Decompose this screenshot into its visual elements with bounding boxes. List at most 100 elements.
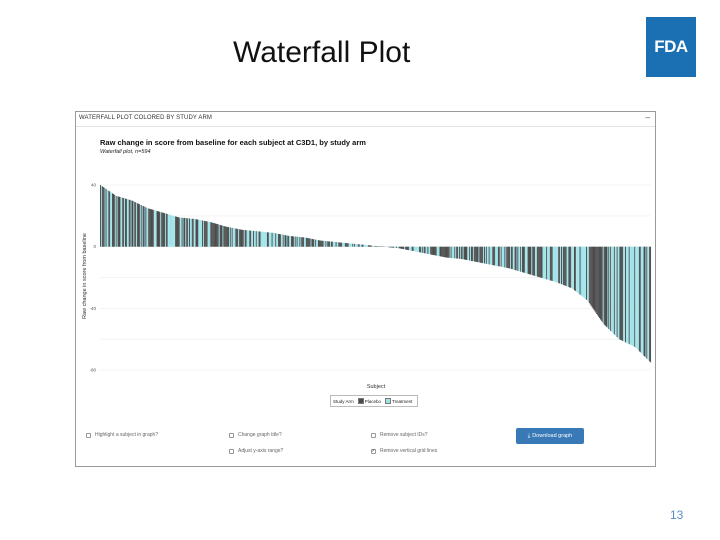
bar-placebo (214, 223, 216, 247)
x-axis-label: Subject (367, 384, 386, 390)
bar-placebo (474, 246, 476, 262)
bar-treatment (167, 214, 169, 247)
bar-treatment (531, 246, 533, 275)
bar-treatment (121, 197, 123, 247)
checkbox[interactable] (86, 432, 91, 438)
bar-placebo (319, 240, 321, 247)
bar-placebo (318, 240, 320, 247)
bar-treatment (586, 246, 588, 301)
bar-treatment (298, 236, 300, 247)
checkbox[interactable] (229, 448, 234, 454)
bar-treatment (413, 246, 415, 252)
bar-treatment (257, 231, 259, 247)
bar-treatment (222, 225, 224, 247)
bar-treatment (169, 214, 171, 247)
bar-treatment (397, 246, 399, 249)
bar-treatment (495, 246, 497, 266)
bar-treatment (543, 246, 545, 279)
bar-treatment (458, 246, 460, 259)
bar-treatment (627, 246, 629, 344)
bar-placebo (288, 235, 290, 247)
bar-treatment (633, 246, 635, 347)
bar-placebo (539, 246, 541, 278)
option-adjust-y-axis-range[interactable]: Adjust y-axis range? (229, 448, 283, 454)
bar-treatment (277, 233, 279, 247)
bar-placebo (158, 211, 160, 247)
bar-placebo (461, 246, 463, 260)
bar-placebo (442, 246, 444, 257)
bar-placebo (650, 246, 652, 363)
bar-treatment (110, 192, 112, 247)
option-change-graph-title[interactable]: Change graph title? (229, 432, 282, 438)
bar-treatment (576, 246, 578, 293)
bar-placebo (435, 246, 437, 256)
bar-treatment (209, 221, 211, 247)
bar-placebo (313, 239, 315, 247)
option-remove-vertical-gridlines[interactable]: ✓ Remove vertical grid lines (371, 448, 437, 454)
bar-placebo (463, 246, 465, 260)
bar-placebo (113, 194, 115, 247)
bar-placebo (390, 246, 392, 248)
bar-treatment (519, 246, 521, 272)
bar-placebo (115, 195, 117, 247)
bar-placebo (134, 201, 136, 247)
checkbox-checked[interactable]: ✓ (371, 447, 376, 454)
bar-placebo (603, 246, 605, 325)
bar-treatment (104, 188, 106, 247)
bar-treatment (554, 246, 556, 282)
bar-treatment (355, 244, 357, 247)
legend-label-placebo: Placebo (364, 398, 382, 404)
bar-placebo (596, 246, 598, 314)
bar-placebo (340, 242, 342, 247)
bar-treatment (535, 246, 537, 277)
download-graph-button[interactable]: ⤓ Download graph (516, 428, 584, 444)
bar-placebo (522, 246, 524, 273)
bar-treatment (189, 218, 191, 247)
bar-placebo (454, 246, 456, 259)
bar-placebo (242, 229, 244, 247)
bar-placebo (606, 246, 608, 328)
bar-placebo (591, 246, 593, 308)
option-label: Remove subject IDs? (380, 432, 428, 438)
bar-treatment (487, 246, 489, 265)
bar-placebo (117, 196, 119, 247)
collapse-button[interactable]: – (645, 113, 650, 122)
bar-treatment (317, 239, 319, 247)
bar-placebo (520, 246, 522, 272)
chart-subtitle: Waterfall plot, n=594 (100, 149, 151, 155)
bar-placebo (446, 246, 447, 258)
bar-placebo (621, 246, 623, 341)
bar-treatment (353, 243, 355, 247)
bar-placebo (504, 246, 506, 268)
bar-treatment (326, 241, 328, 247)
bar-treatment (100, 185, 102, 247)
bar-treatment (248, 230, 250, 247)
bar-placebo (430, 246, 432, 255)
checkbox[interactable] (371, 432, 376, 438)
bar-treatment (295, 236, 297, 247)
checkbox[interactable] (229, 432, 234, 438)
bar-treatment (415, 246, 417, 252)
bar-placebo (210, 222, 212, 247)
option-highlight-subject[interactable]: Highlight a subject in graph? (86, 432, 158, 438)
bar-placebo (362, 244, 364, 247)
bar-treatment (172, 215, 174, 247)
bar-treatment (561, 246, 563, 285)
bar-placebo (622, 246, 624, 341)
bar-treatment (130, 200, 132, 247)
bar-treatment (342, 242, 344, 247)
bar-treatment (484, 246, 486, 264)
bar-treatment (512, 246, 514, 270)
bar-placebo (346, 243, 348, 247)
bar-treatment (323, 240, 325, 247)
option-remove-subject-ids[interactable]: Remove subject IDs? (371, 432, 428, 438)
bar-placebo (597, 246, 599, 316)
bar-placebo (163, 212, 165, 247)
bar-placebo (444, 246, 446, 258)
bar-treatment (343, 242, 345, 247)
bar-treatment (111, 192, 113, 247)
bar-placebo (138, 204, 140, 247)
bar-placebo (358, 244, 360, 247)
bar-placebo (215, 223, 216, 247)
bar-placebo (605, 246, 607, 327)
